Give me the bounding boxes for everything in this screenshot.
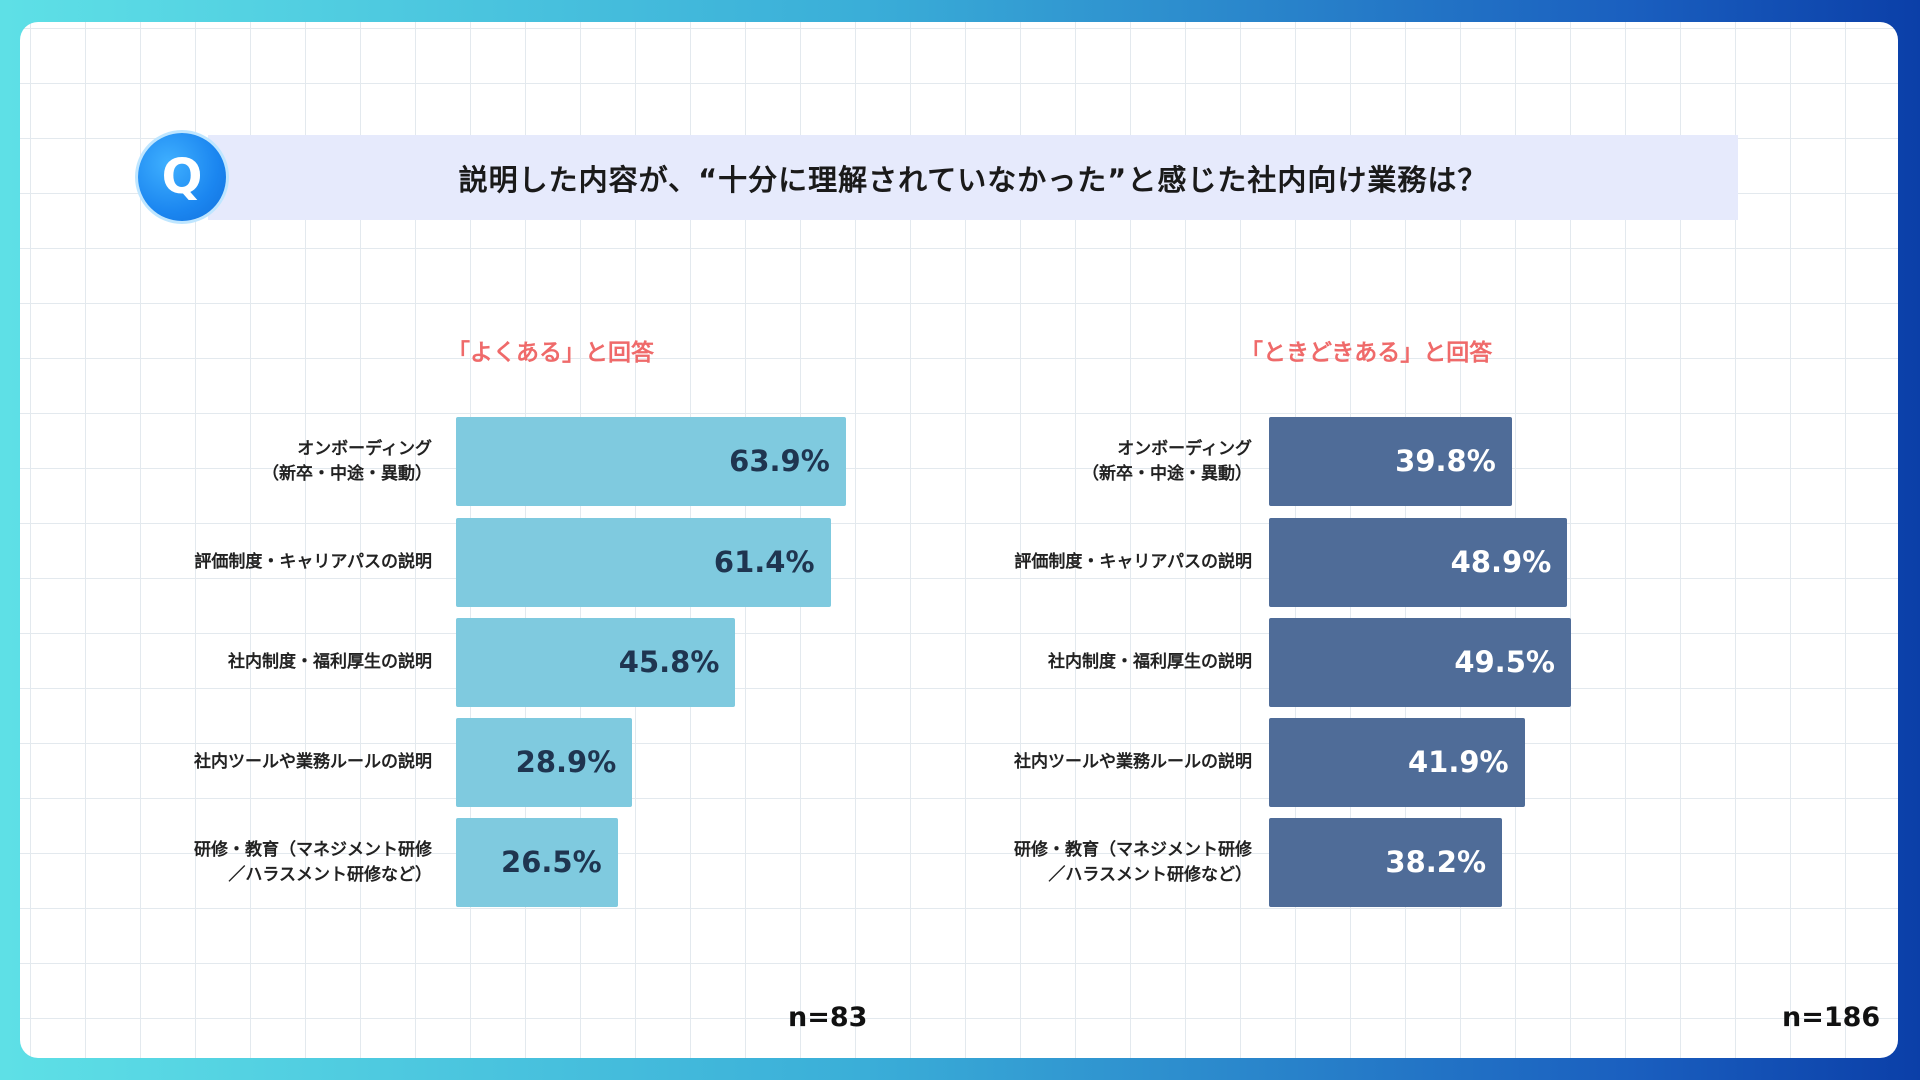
left-bar bbox=[456, 417, 846, 506]
left-category-label: 社内ツールや業務ルールの説明 bbox=[194, 752, 432, 772]
right-value-label: 49.5% bbox=[1454, 644, 1555, 679]
left-value-label: 63.9% bbox=[729, 443, 830, 478]
right-bar bbox=[1269, 417, 1512, 506]
left-bar bbox=[456, 718, 633, 807]
left-category-label: 評価制度・キャリアパスの説明 bbox=[194, 552, 432, 572]
right-sample-size: n=186 bbox=[1782, 1002, 1881, 1033]
left-category-label: 社内制度・福利厚生の説明 bbox=[228, 652, 432, 672]
right-value-label: 41.9% bbox=[1407, 744, 1509, 779]
right-category-label: 評価制度・キャリアパスの説明 bbox=[1014, 552, 1252, 572]
right-category-label: 社内ツールや業務ルールの説明 bbox=[1014, 752, 1252, 772]
right-value-label: 48.9% bbox=[1450, 544, 1552, 579]
left-bar bbox=[456, 818, 618, 907]
right-bar bbox=[1269, 818, 1503, 907]
left-value-label: 45.8% bbox=[618, 644, 720, 679]
right-value-label: 38.2% bbox=[1385, 844, 1487, 879]
right-bar bbox=[1269, 518, 1568, 607]
left-sample-size: n=83 bbox=[788, 1002, 868, 1033]
left-value-label: 28.9% bbox=[515, 744, 617, 779]
left-bar bbox=[456, 618, 736, 707]
question-banner: 説明した内容が、“十分に理解されていなかった”と感じた社内向け業務は？ bbox=[208, 135, 1738, 220]
left-category-label: 研修・教育（マネジメント研修 ／ハラスメント研修など） bbox=[194, 839, 432, 885]
right-category-label: 社内制度・福利厚生の説明 bbox=[1048, 652, 1252, 672]
left-value-label: 61.4% bbox=[713, 544, 815, 579]
left-bar bbox=[456, 518, 831, 607]
right-chart-title: 「ときどきある」と回答 bbox=[1240, 340, 1493, 366]
right-value-label: 39.8% bbox=[1395, 443, 1496, 478]
left-value-label: 26.5% bbox=[501, 844, 602, 879]
question-title: 説明した内容が、“十分に理解されていなかった”と感じた社内向け業務は？ bbox=[458, 162, 1488, 197]
question-icon-letter: Q bbox=[161, 149, 203, 205]
left-category-label: オンボーディング （新卒・中途・異動） bbox=[262, 438, 432, 484]
right-bar bbox=[1269, 618, 1571, 707]
left-chart-title: 「よくある」と回答 bbox=[447, 340, 654, 366]
question-icon: Q bbox=[138, 133, 226, 221]
right-category-label: オンボーディング （新卒・中途・異動） bbox=[1082, 438, 1252, 484]
right-category-label: 研修・教育（マネジメント研修 ／ハラスメント研修など） bbox=[1014, 839, 1252, 885]
right-bar bbox=[1269, 718, 1525, 807]
